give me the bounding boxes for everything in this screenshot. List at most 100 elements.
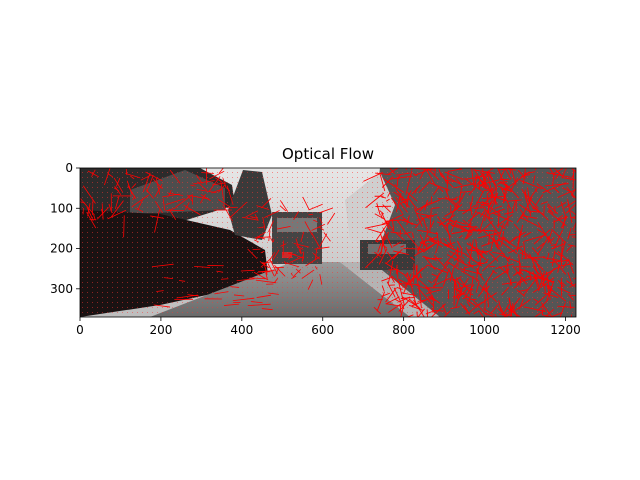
flow-vector [572,215,576,218]
flow-vector [457,246,459,267]
flow-vector [255,279,277,284]
flow-vector [454,284,471,291]
flow-vector [566,186,576,200]
flow-vector [418,180,431,194]
flow-vector [458,186,463,202]
flow-vector [154,183,163,198]
flow-vector [80,201,86,204]
flow-vector [430,303,446,317]
flow-vector [545,271,550,288]
flow-vector [254,239,259,243]
flow-vector [574,230,576,233]
flow-vector [462,204,476,215]
flow-vector [545,183,569,187]
flow-vector [560,281,567,287]
flow-vector [411,297,433,307]
x-tick-label: 400 [230,323,253,337]
flow-vector [216,270,224,273]
flow-vector [398,192,402,200]
flow-vector [553,168,563,176]
flow-vector [546,285,567,302]
flow-vector [403,231,412,235]
flow-vector [265,272,268,279]
flow-vector [215,177,222,183]
flow-vector [388,303,402,313]
flow-vector [459,278,470,292]
flow-vector [201,172,214,174]
flow-vector [479,203,487,207]
flow-vector [107,209,127,220]
flow-vector [447,222,453,225]
flow-vector [479,284,497,303]
flow-vector [236,278,255,282]
flow-vector [565,280,576,288]
flow-vector [509,308,514,317]
flow-vector [440,172,445,178]
flow-vector [458,195,462,200]
flow-vector [230,286,240,288]
flow-vector [529,253,539,276]
flow-vector [547,210,567,227]
flow-vector [200,194,211,202]
flow-vector [383,178,405,193]
flow-vector [194,265,211,268]
flow-vector [184,202,190,210]
flow-vector [465,298,478,308]
flow-vector [501,286,510,296]
flow-vector [301,256,305,262]
flow-vector [416,201,431,212]
flow-vector [314,266,318,270]
flow-vector [404,274,410,282]
flow-vector [432,207,440,209]
flow-vector [379,172,386,192]
flow-vector [417,229,439,235]
flow-vector [155,177,161,195]
flow-vector [256,294,272,298]
flow-vector [446,223,452,247]
flow-vector [249,277,266,280]
flow-vector [116,177,121,187]
flow-vector [430,220,435,228]
flow-vector [455,200,460,205]
flow-vector [413,207,423,227]
flow-vector [273,278,279,284]
flow-vector [515,271,522,274]
flow-vector [382,228,393,249]
flow-vector [451,228,476,235]
flow-vector [395,172,410,176]
flow-vector [475,190,485,207]
flow-vector [492,251,505,255]
flow-vector [416,311,418,317]
flow-vector [392,241,402,247]
flow-vector [413,274,432,292]
flow-vector [535,277,554,283]
flow-vector [547,230,553,244]
flow-vector [131,194,149,208]
flow-vector [512,265,528,285]
flow-vector [518,298,524,310]
flow-vector [412,168,414,169]
flow-vector [453,281,456,306]
flow-vector [487,185,498,206]
flow-vector [468,298,477,301]
flow-vector [417,287,435,307]
flow-vector [505,306,516,317]
flow-vector [556,201,567,209]
flow-vector [288,255,292,260]
flow-vector [104,168,111,186]
flow-vector [385,287,397,303]
flow-vector [396,286,403,290]
flow-vector [407,197,419,211]
flow-vector [495,223,505,248]
flow-vector [543,292,559,299]
flow-vector [387,168,399,175]
flow-vector [169,169,181,184]
flow-vector [375,172,392,176]
flow-vector [270,237,274,243]
flow-vector [391,175,413,180]
flow-vector [268,230,271,242]
flow-vector [209,176,221,192]
flow-vector [311,223,325,231]
flow-vector [424,256,436,270]
flow-vector [420,236,438,244]
